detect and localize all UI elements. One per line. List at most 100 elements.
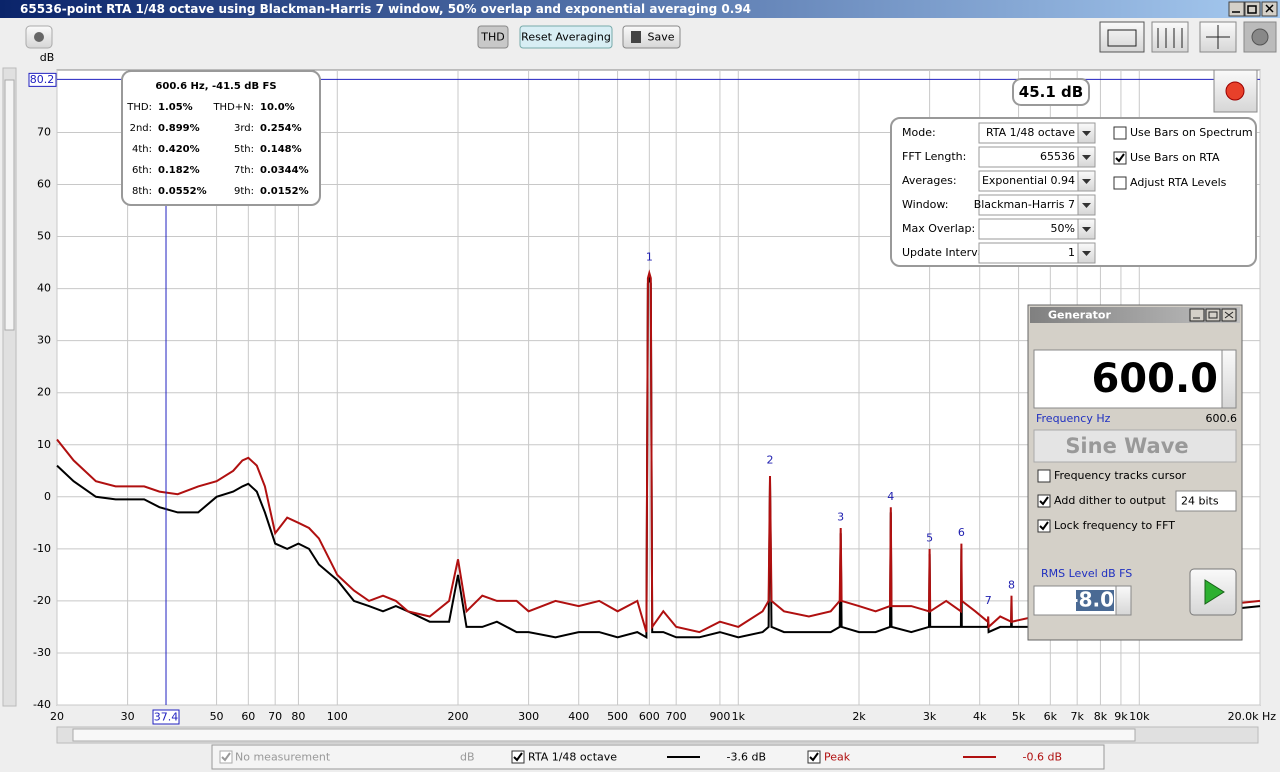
x-tick-label: 200 [448,710,469,723]
y-axis-label: dB [40,51,55,64]
x-tick-label: 50 [210,710,224,723]
thd-label: 2nd: [130,123,152,134]
view-buttons[interactable] [1099,21,1277,53]
harmonic-label: 3 [837,511,844,524]
series-line [56,269,1261,634]
view-button[interactable] [1151,21,1189,53]
level-label: RMS Level dB FS [1041,567,1132,580]
thd-value: 0.0152% [260,186,309,197]
y-tick-label: 70 [37,125,51,138]
waveform-value: Sine Wave [1065,434,1188,458]
checkbox[interactable] [1037,469,1051,483]
x-tick-label: 3k [923,710,937,723]
thd-value: 0.0552% [158,186,207,197]
gear-icon [1251,28,1269,46]
reset-averaging-label: Reset Averaging [521,31,611,44]
thd-button[interactable] [477,25,509,49]
x-tick-label: 70 [268,710,282,723]
thd-panel [121,70,321,206]
thd-value: 0.148% [260,144,302,155]
x-tick-label: 6k [1044,710,1058,723]
setting-field[interactable] [978,242,1079,264]
thd-header: 600.6 Hz, -41.5 dB FS [155,81,276,92]
checkmark [1039,521,1049,531]
window-controls[interactable] [1228,1,1278,17]
checkmark [1039,496,1049,506]
x-tick-label: 4k [973,710,987,723]
generator-controls[interactable] [1189,308,1237,322]
legend-placeholder: No measurement [235,751,331,764]
dropdown-arrow [1082,179,1091,184]
frequency-field[interactable] [1033,349,1223,409]
setting-label: Update Interval: [902,246,991,259]
checkmark [221,752,231,762]
setting-label: Window: [902,198,948,211]
x-tick-label: 500 [607,710,628,723]
y-tick-label: -10 [33,542,51,555]
thd-value: 0.420% [158,144,200,155]
y-tick-label: 60 [37,178,51,191]
thd-label: 7th: [234,165,254,176]
x-tick-label: 2k [852,710,866,723]
x-tick-label: 7k [1070,710,1084,723]
scroll-thumb[interactable] [72,728,1136,742]
y-tick-label: 20 [37,386,51,399]
x-tick-label: 1k [732,710,746,723]
y-tick-label: 50 [37,230,51,243]
x-tick-label: 20 [50,710,64,723]
generator-title-bar [1030,307,1240,323]
legend-level: -0.6 dB [1023,751,1063,764]
setting-label: Averages: [902,174,957,187]
y-tick-label: -20 [33,594,51,607]
play-icon [1204,579,1225,605]
frequency-label: Frequency Hz [1036,412,1111,425]
frequency-value: 600.0 [1091,356,1218,402]
generator-option: Frequency tracks cursor [1054,469,1187,482]
dropdown-arrow [1082,155,1091,160]
save-label: Save [647,31,674,44]
checkmark [1115,153,1125,163]
thd-label: 5th: [234,144,254,155]
dropdown-arrow [1082,251,1091,256]
option-label: Use Bars on Spectrum [1130,126,1253,139]
level-selection [1076,590,1114,611]
bits-value: 24 bits [1181,495,1219,508]
x-tick-label: 8k [1094,710,1108,723]
setting-value: Exponential 0.94 [982,174,1075,187]
harmonic-label: 5 [926,531,933,544]
thd-value: 1.05% [158,102,193,113]
x-tick-label: 700 [666,710,687,723]
bits-select[interactable] [1175,490,1237,512]
reset-averaging-button[interactable] [519,25,613,49]
thd-value: 10.0% [260,102,295,113]
x-tick-label: 600 [639,710,660,723]
thd-value: 0.254% [260,123,302,134]
y-tick-label: -40 [33,698,51,711]
scroll-thumb[interactable] [4,79,15,331]
dropdown-arrow [1082,227,1091,232]
window-title: 65536-point RTA 1/48 octave using Blackm… [20,2,751,16]
waveform-select[interactable] [1033,429,1237,463]
setting-label: Mode: [902,126,936,139]
harmonic-label: 2 [767,453,774,466]
dropdown-arrow [1082,203,1091,208]
checkbox[interactable] [1113,126,1127,140]
level-spinner[interactable] [1115,585,1132,616]
camera-icon [34,32,44,42]
generator-option: Lock frequency to FFT [1054,519,1175,532]
save-icon [631,31,641,43]
cursor-y-box [28,72,57,87]
minimize-button[interactable] [1228,1,1245,17]
x-tick-label: 30 [121,710,135,723]
view-icons [1107,25,1230,49]
option-label: Adjust RTA Levels [1130,176,1227,189]
view-button[interactable] [1099,21,1145,53]
legend-label: RTA 1/48 octave [528,751,617,764]
legend-placeholder-unit: dB [460,751,475,764]
checkbox[interactable] [1113,176,1127,190]
dropdown-arrow [1082,131,1091,136]
frequency-spinner[interactable] [1221,349,1237,409]
